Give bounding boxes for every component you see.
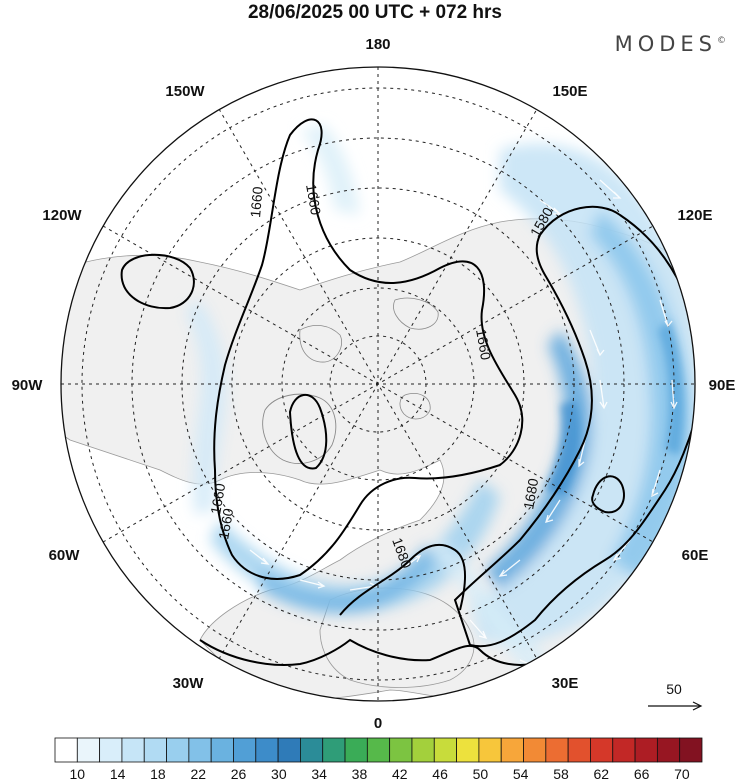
colorbar-swatch [210, 737, 234, 763]
colorbar-swatch [54, 737, 78, 763]
lon-label-120e: 120E [677, 207, 712, 224]
colorbar-swatch [300, 737, 324, 763]
contour-labels-group: 1660 1660 1660 1580 1660 1680 1660 1680 [207, 183, 556, 571]
reference-vector-label: 50 [666, 681, 682, 697]
colorbar-tick-label: 70 [674, 766, 690, 782]
lon-label-30w: 30W [173, 675, 205, 692]
colorbar-swatch [121, 737, 145, 763]
contour-1660-loop-greenland [288, 394, 328, 470]
colorbar-swatch [188, 737, 212, 763]
colorbar-swatch [366, 737, 391, 763]
contour-1680-loop-east [591, 475, 625, 514]
lon-label-90w: 90W [12, 377, 44, 394]
contour-label: 1660 [473, 328, 494, 362]
lon-label-90e: 90E [709, 377, 736, 394]
contour-1680-europe [339, 543, 466, 616]
colorbar-swatch [322, 737, 346, 763]
map-disc: 1660 1660 1660 1580 1660 1680 1660 1680 [61, 67, 695, 701]
reference-vector-arrowhead [692, 701, 703, 711]
colorbar-tick-label: 46 [432, 766, 448, 782]
colorbar-tick-label: 34 [311, 766, 327, 782]
colorbar-swatch [411, 737, 435, 763]
contour-label: 1660 [247, 186, 266, 219]
map-title: 28/06/2025 00 UTC + 072 hrs [247, 2, 503, 23]
colorbar-swatch [389, 737, 413, 763]
colorbar-swatch [478, 737, 502, 763]
colorbar-swatch [233, 737, 257, 763]
colorbar-tick-label: 58 [553, 766, 569, 782]
lon-label-60w: 60W [49, 547, 81, 564]
brand-logo: MODES© [615, 32, 726, 56]
colorbar-swatch [545, 737, 569, 763]
wind-core-shading [545, 320, 685, 495]
colorbar-tick-label: 14 [110, 766, 126, 782]
colorbar-swatch [523, 737, 547, 763]
colorbar-tick-label: 30 [271, 766, 287, 782]
colorbar-swatch [612, 737, 636, 763]
lon-label-150w: 150W [165, 83, 205, 100]
lon-label-30e: 30E [552, 675, 579, 692]
contour-label: 1660 [215, 507, 236, 541]
colorbar-swatch [567, 737, 591, 763]
lon-label-180: 180 [365, 36, 390, 53]
colorbar-swatch [277, 737, 301, 763]
contour-label: 1660 [303, 183, 324, 217]
brand-text: MODES [614, 32, 717, 56]
colorbar-tick-label: 18 [150, 766, 166, 782]
colorbar-tick-label: 50 [473, 766, 489, 782]
colorbar-swatch [255, 737, 279, 763]
contour-label: 1660 [207, 482, 228, 516]
copyright-mark: © [717, 36, 726, 46]
colorbar-swatch [634, 737, 658, 763]
colorbar-tick-label: 42 [392, 766, 408, 782]
colorbar-tick-label: 22 [190, 766, 206, 782]
colorbar [54, 737, 703, 763]
lon-label-150e: 150E [552, 83, 587, 100]
colorbar-swatch [679, 737, 703, 763]
colorbar-tick-label: 54 [513, 766, 529, 782]
colorbar-swatch [590, 737, 614, 763]
colorbar-tick-label: 10 [70, 766, 86, 782]
colorbar-swatch [656, 737, 681, 763]
reference-vector: 50 [648, 681, 703, 711]
colorbar-labels: 10 14 18 22 26 30 34 38 42 46 50 54 58 62 66 70 [70, 766, 690, 782]
lon-label-120w: 120W [42, 207, 82, 224]
colorbar-swatch [433, 737, 457, 763]
colorbar-swatch [456, 737, 480, 763]
colorbar-tick-label: 62 [594, 766, 610, 782]
colorbar-swatch [76, 737, 101, 763]
colorbar-swatch [344, 737, 368, 763]
contour-1660-loop-west [120, 253, 195, 310]
contour-label: 1680 [520, 477, 541, 511]
longitude-labels: 180 150E 120E 90E 60E 30E 0 30W 60W 90W … [12, 36, 736, 732]
colorbar-swatch [99, 737, 123, 763]
colorbar-swatch [143, 737, 167, 763]
colorbar-tick-label: 66 [634, 766, 650, 782]
land-arctic-islands [299, 297, 439, 420]
colorbar-swatch [500, 737, 524, 763]
colorbar-swatch [166, 737, 190, 763]
colorbar-tick-label: 38 [352, 766, 368, 782]
map-border [60, 66, 696, 702]
colorbar-tick-label: 26 [231, 766, 247, 782]
lon-label-60e: 60E [682, 547, 709, 564]
lon-label-0: 0 [374, 715, 382, 732]
contour-1660-main [213, 118, 524, 580]
